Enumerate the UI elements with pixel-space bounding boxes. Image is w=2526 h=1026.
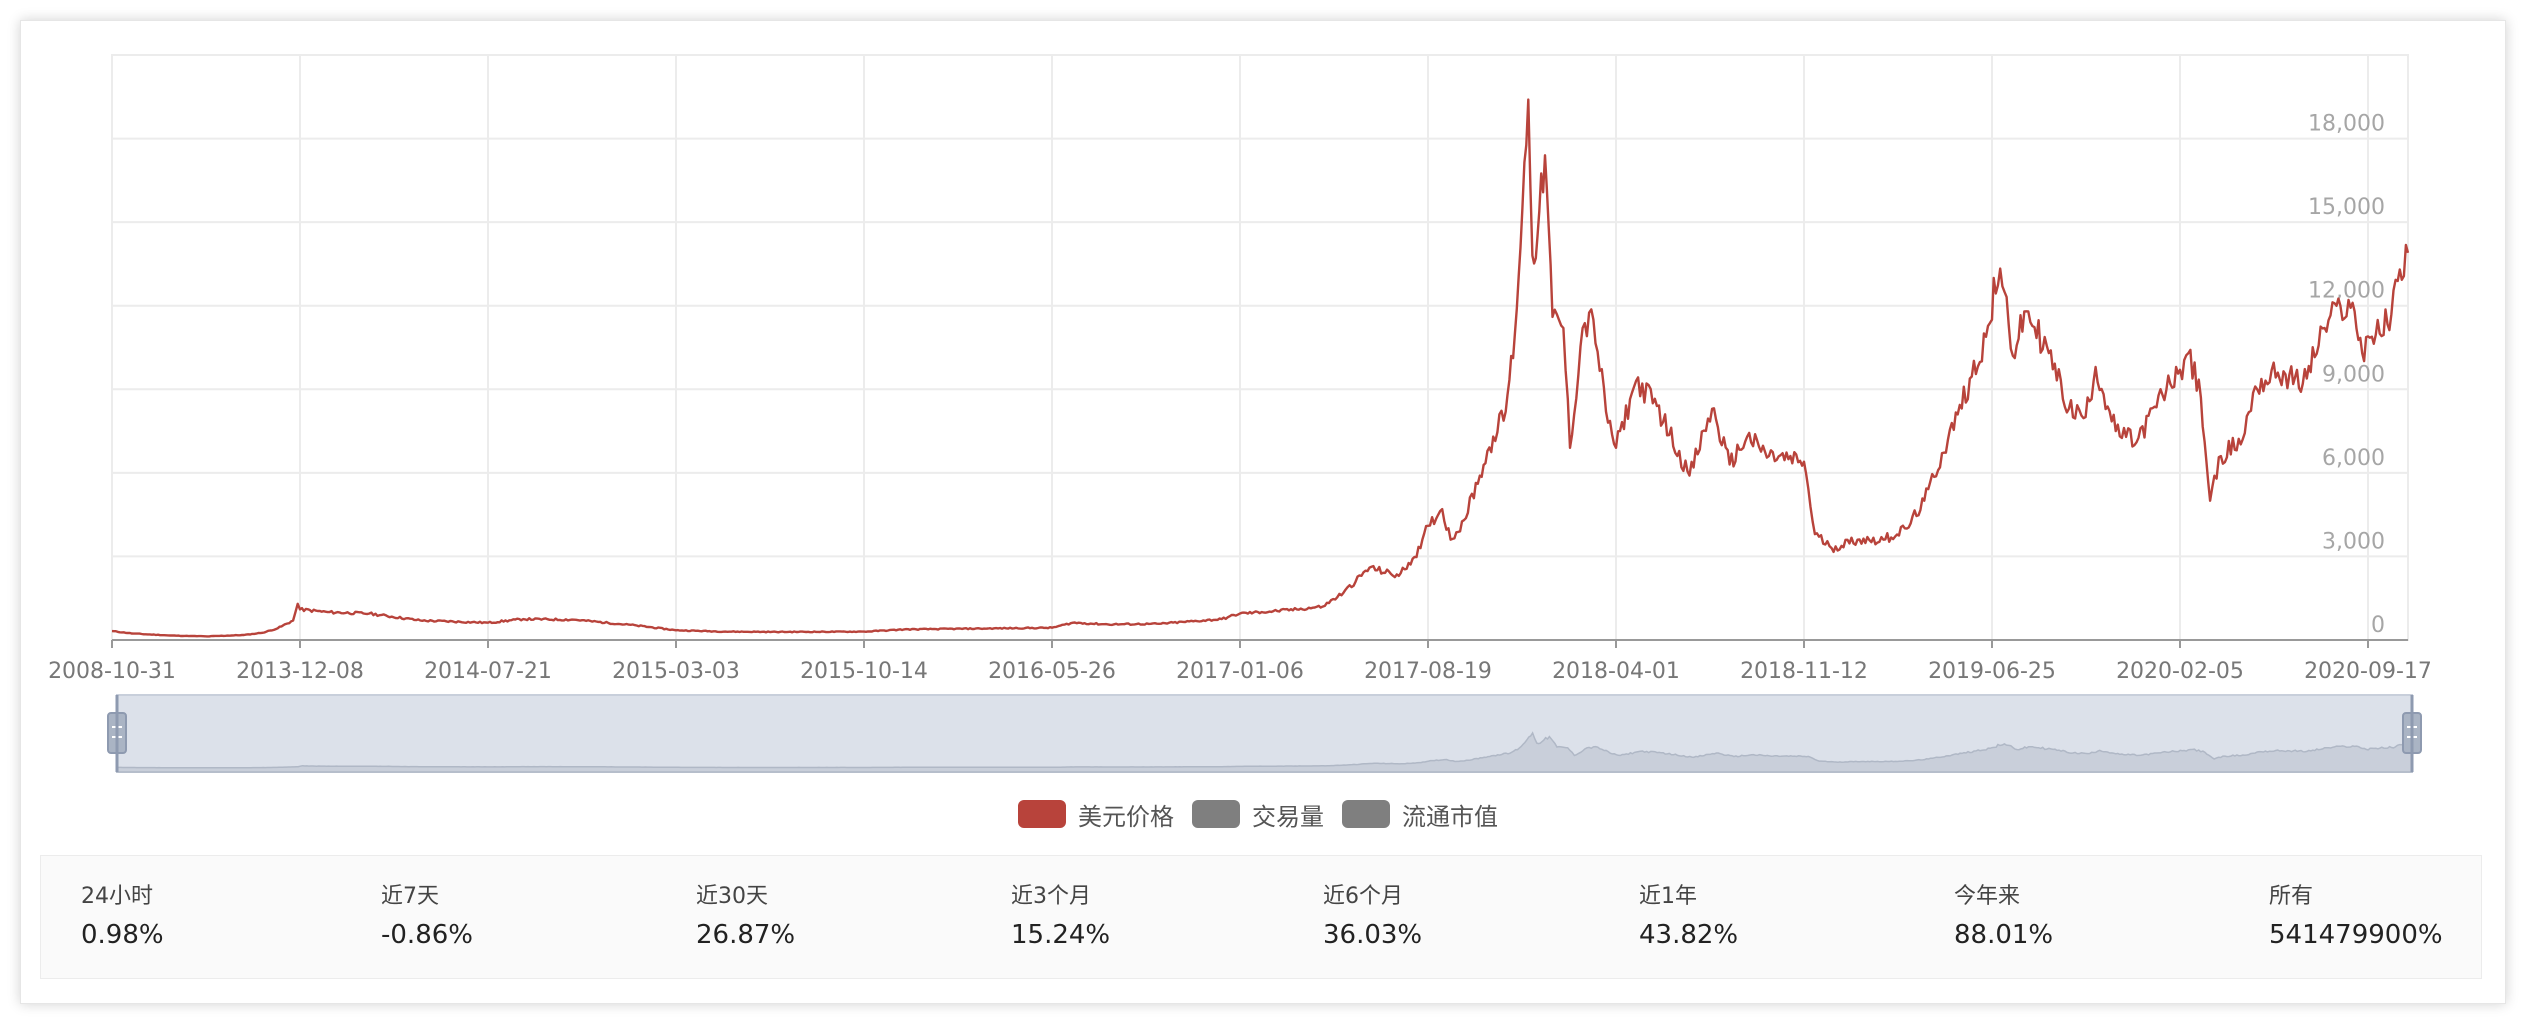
y-tick-label: 12,000 bbox=[2308, 279, 2385, 304]
legend-label: 美元价格 bbox=[1078, 802, 1174, 831]
legend-swatch-market-cap bbox=[1342, 800, 1390, 828]
stat-value: -0.86% bbox=[381, 920, 473, 950]
stat-value: 541479900% bbox=[2269, 920, 2443, 950]
x-axis: 2008-10-31 2013-12-08 2014-07-21 2015-03-03… bbox=[48, 639, 2432, 684]
stat-value: 26.87% bbox=[696, 920, 796, 950]
stat-label: 近30天 bbox=[696, 884, 768, 909]
grid bbox=[111, 54, 2409, 641]
legend-label: 交易量 bbox=[1252, 802, 1324, 831]
returns-panel: 24小时 0.98% 近7天 -0.86% 近30天 26.87% 近3个月 1… bbox=[40, 855, 2482, 979]
stat-value: 36.03% bbox=[1323, 920, 1423, 950]
legend-swatch-volume bbox=[1192, 800, 1240, 828]
stat-label: 近6个月 bbox=[1323, 884, 1403, 909]
stat-label: 近7天 bbox=[381, 884, 439, 909]
legend: 美元价格 交易量 流通市值 bbox=[1018, 795, 1516, 833]
plot-area bbox=[111, 98, 2410, 638]
plot-frame bbox=[111, 54, 2409, 641]
stat-value: 43.82% bbox=[1639, 920, 1739, 950]
x-tick-label: 2008-10-31 bbox=[48, 659, 176, 684]
x-tick-label: 2018-04-01 bbox=[1552, 659, 1680, 684]
x-tick-label: 2015-10-14 bbox=[800, 659, 928, 684]
y-tick-label: 3,000 bbox=[2322, 529, 2385, 554]
stat-value: 0.98% bbox=[81, 920, 164, 950]
x-tick-label: 2017-01-06 bbox=[1176, 659, 1304, 684]
stat-label: 24小时 bbox=[81, 884, 153, 909]
stat-label: 所有 bbox=[2269, 884, 2314, 909]
legend-item-volume[interactable]: 交易量 bbox=[1192, 797, 1324, 832]
stat-value: 15.24% bbox=[1011, 920, 1111, 950]
stat-label: 近3个月 bbox=[1011, 884, 1091, 909]
price-chart: 0 3,000 6,000 9,000 12,000 15,000 18,000 2008-… bbox=[48, 54, 2432, 773]
y-axis: 0 3,000 6,000 9,000 12,000 15,000 18,000 bbox=[2308, 112, 2385, 638]
x-tick-label: 2018-11-12 bbox=[1740, 659, 1868, 684]
legend-item-market-cap[interactable]: 流通市值 bbox=[1342, 797, 1498, 832]
y-tick-label: 15,000 bbox=[2308, 195, 2385, 220]
chart-card bbox=[20, 20, 2506, 1004]
x-tick-label: 2013-12-08 bbox=[236, 659, 364, 684]
x-tick-label: 2019-06-25 bbox=[1928, 659, 2056, 684]
x-tick-label: 2017-08-19 bbox=[1364, 659, 1492, 684]
stat-label: 今年来 bbox=[1954, 884, 2021, 909]
x-tick-label: 2015-03-03 bbox=[612, 659, 740, 684]
y-tick-label: 9,000 bbox=[2322, 362, 2385, 387]
x-tick-label: 2014-07-21 bbox=[424, 659, 552, 684]
stat-value: 88.01% bbox=[1954, 920, 2054, 950]
y-tick-label: 6,000 bbox=[2322, 446, 2385, 471]
legend-label: 流通市值 bbox=[1402, 802, 1498, 831]
y-tick-label: 18,000 bbox=[2308, 112, 2385, 137]
zoom-preview-area bbox=[116, 731, 2413, 773]
x-tick-label: 2020-02-05 bbox=[2116, 659, 2244, 684]
x-tick-label: 2016-05-26 bbox=[988, 659, 1116, 684]
y-tick-label: 0 bbox=[2371, 613, 2385, 638]
stat-label: 近1年 bbox=[1639, 884, 1697, 909]
x-tick-label: 2020-09-17 bbox=[2304, 659, 2432, 684]
price-series-line bbox=[111, 98, 2410, 638]
data-zoom[interactable] bbox=[107, 694, 2422, 773]
legend-swatch-price bbox=[1018, 800, 1066, 828]
legend-item-price[interactable]: 美元价格 bbox=[1018, 797, 1174, 832]
